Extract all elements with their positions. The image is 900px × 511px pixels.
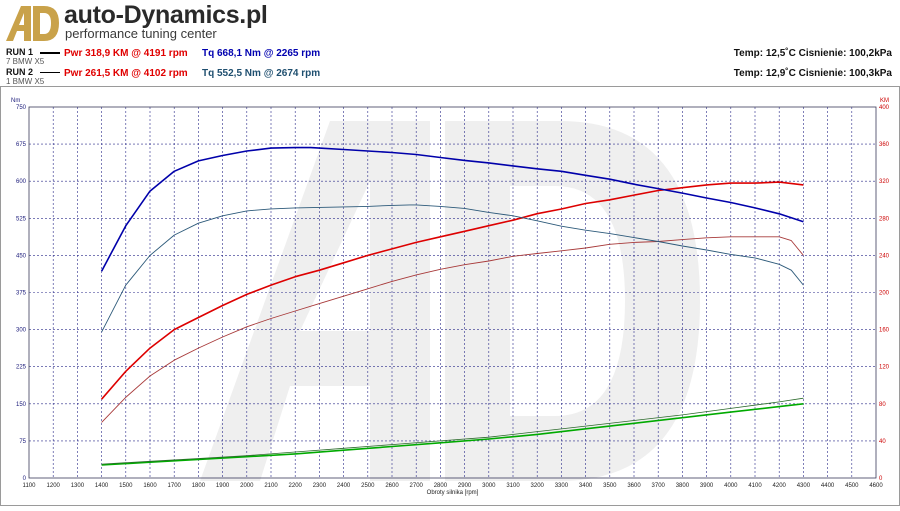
x-tick-label: 1200 <box>47 483 61 489</box>
x-tick-label: 3100 <box>506 483 520 489</box>
y-right-tick-label: 280 <box>879 216 890 222</box>
x-tick-label: 4500 <box>845 483 859 489</box>
run-2-info: RUN 2 1 BMW X5 Pwr 261,5 KM @ 4102 rpm T… <box>6 67 896 91</box>
run-1-line-swatch <box>40 52 60 54</box>
x-tick-label: 1400 <box>95 483 109 489</box>
series-line-1 <box>100 181 804 400</box>
y-right-tick-label: 400 <box>879 105 890 111</box>
axes: 1100 1200 1300 1400 1500 1600 1700 1800 1900 2000… <box>11 98 890 496</box>
x-tick-label: 2200 <box>289 483 303 489</box>
x-tick-label: 2100 <box>264 483 278 489</box>
x-tick-label: 4200 <box>773 483 787 489</box>
y-left-tick-label: 750 <box>16 105 27 111</box>
dyno-chart-svg: 1100 1200 1300 1400 1500 1600 1700 1800 1900 2000… <box>0 86 900 506</box>
y-left-tick-label: 525 <box>16 216 27 222</box>
y-left-tick-label: 600 <box>16 179 27 185</box>
x-tick-label: 3700 <box>652 483 666 489</box>
y-left-tick-label: 300 <box>16 328 27 334</box>
x-tick-label: 4100 <box>748 483 762 489</box>
x-tick-label: 3900 <box>700 483 714 489</box>
header: auto-Dynamics.pl performance tuning cent… <box>0 0 900 86</box>
x-tick-label: 1100 <box>23 483 37 489</box>
run-2-car: 1 BMW X5 <box>6 77 45 86</box>
x-tick-label: 1300 <box>71 483 85 489</box>
x-tick-label: 3200 <box>531 483 545 489</box>
run-2-torque: Tq 552,5 Nm @ 2674 rpm <box>202 68 321 79</box>
y-right-tick-label: 40 <box>879 439 886 445</box>
run-2-power: Pwr 261,5 KM @ 4102 rpm <box>64 68 188 79</box>
y-right-tick-label: 320 <box>879 179 890 185</box>
y-right-tick-label: 120 <box>879 365 890 371</box>
y-left-tick-label: 150 <box>16 402 27 408</box>
run-2-line-swatch <box>40 72 60 73</box>
y-left-tick-label: 0 <box>23 476 27 482</box>
x-tick-label: 2000 <box>240 483 254 489</box>
x-tick-label: 1800 <box>192 483 206 489</box>
run-1-conditions: Temp: 12,5˚C Cisnienie: 100,2kPa <box>733 48 892 59</box>
series-line-2 <box>101 236 804 423</box>
brand-tagline: performance tuning center <box>65 26 217 41</box>
x-tick-label: 4600 <box>869 483 883 489</box>
run-2-conditions: Temp: 12,9˚C Cisnienie: 100,3kPa <box>733 68 892 79</box>
run-1-power: Pwr 318,9 KM @ 4191 rpm <box>64 48 188 59</box>
y-right-tick-label: 200 <box>879 291 890 297</box>
y-right-tick-label: 160 <box>879 328 890 334</box>
run-1-torque: Tq 668,1 Nm @ 2265 rpm <box>202 48 321 59</box>
y-right-tick-label: 360 <box>879 142 890 148</box>
watermark-logo <box>200 121 700 481</box>
plot-area-border <box>28 106 877 479</box>
logo-icon <box>6 6 59 41</box>
x-tick-label: 3300 <box>555 483 569 489</box>
x-axis-label: Obroty silnika [rpm] <box>427 490 479 496</box>
run-2-label: RUN 2 <box>6 67 34 77</box>
run-1-info: RUN 1 7 BMW X5 Pwr 318,9 KM @ 4191 rpm T… <box>6 47 896 71</box>
x-tick-label: 4400 <box>821 483 835 489</box>
x-tick-label: 2400 <box>337 483 351 489</box>
series-line-5 <box>101 403 804 466</box>
x-tick-label: 4000 <box>724 483 738 489</box>
y-left-tick-label: 675 <box>16 142 27 148</box>
y-left-tick-label: 225 <box>16 365 27 371</box>
dyno-chart: 1100 1200 1300 1400 1500 1600 1700 1800 1900 2000… <box>0 86 900 506</box>
series-line-6 <box>101 397 804 465</box>
series-line-4 <box>101 204 804 333</box>
x-tick-label: 1700 <box>168 483 182 489</box>
y-right-axis-label: KM <box>880 98 889 104</box>
x-tick-label: 4300 <box>797 483 811 489</box>
brand-name: auto-Dynamics.pl <box>64 1 268 29</box>
y-left-tick-label: 375 <box>16 291 27 297</box>
run-1-label: RUN 1 <box>6 47 34 57</box>
x-tick-label: 2800 <box>434 483 448 489</box>
y-left-tick-label: 450 <box>16 253 27 259</box>
series-line-3 <box>100 146 804 272</box>
y-right-tick-label: 80 <box>879 402 886 408</box>
x-tick-label: 2700 <box>410 483 424 489</box>
y-left-axis-label: Nm <box>11 98 20 104</box>
x-tick-label: 2500 <box>361 483 375 489</box>
x-tick-label: 1500 <box>119 483 133 489</box>
x-tick-label: 3400 <box>579 483 593 489</box>
run-1-car: 7 BMW X5 <box>6 57 45 66</box>
x-tick-label: 3600 <box>627 483 641 489</box>
x-tick-label: 2900 <box>458 483 472 489</box>
y-right-tick-label: 0 <box>879 476 883 482</box>
x-tick-label: 1600 <box>143 483 157 489</box>
x-tick-label: 3800 <box>676 483 690 489</box>
x-tick-label: 2600 <box>385 483 399 489</box>
x-tick-label: 2300 <box>313 483 327 489</box>
x-tick-label: 3000 <box>482 483 496 489</box>
x-tick-label: 1900 <box>216 483 230 489</box>
y-left-tick-label: 75 <box>19 439 26 445</box>
series <box>100 146 804 466</box>
grid <box>29 107 876 478</box>
x-tick-label: 3500 <box>603 483 617 489</box>
y-right-tick-label: 240 <box>879 253 890 259</box>
